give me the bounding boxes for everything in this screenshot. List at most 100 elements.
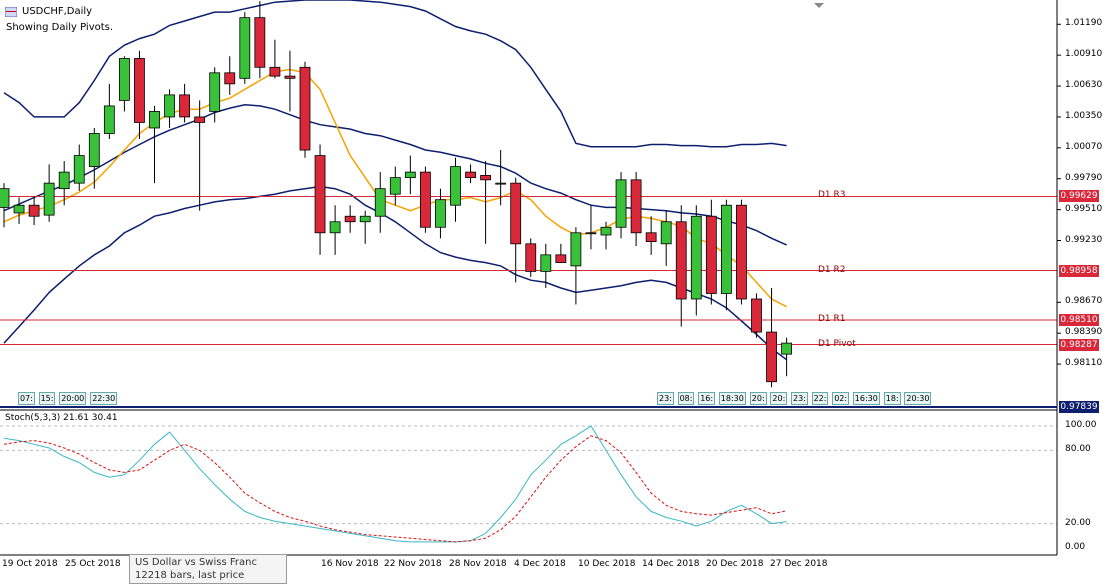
candle (675, 205, 687, 327)
candle (585, 205, 597, 250)
pivot-price-tag: 0.98287 (1059, 338, 1099, 351)
candle-body (13, 204, 25, 214)
date-axis-label: 16 Nov 2018 (321, 559, 379, 569)
candle (43, 164, 55, 222)
candle-body (0, 188, 10, 208)
price-axis-label: 1.00350 (1065, 110, 1103, 121)
candle-body (690, 215, 702, 300)
date-axis-label: 19 Oct 2018 (2, 559, 58, 569)
candle-body (645, 232, 657, 243)
candle (540, 243, 552, 288)
candle-body (359, 215, 371, 223)
session-time-label: 16:30 (852, 392, 880, 405)
candle-body (600, 226, 612, 236)
price-axis-label: 0.99790 (1065, 172, 1103, 183)
candle (119, 56, 130, 112)
chart-subtitle: Showing Daily Pivots. (6, 22, 114, 33)
price-axis-label: 1.00630 (1065, 80, 1103, 91)
candle (630, 172, 642, 247)
candle-body (224, 72, 236, 85)
session-time-label: 20:00 (59, 392, 87, 405)
price-axis-label: 1.00070 (1065, 141, 1103, 152)
shift-marker-icon (814, 3, 824, 8)
date-axis-label: 10 Dec 2018 (578, 559, 636, 569)
candle (465, 164, 476, 184)
candle (73, 144, 85, 191)
candle (209, 67, 221, 123)
candle-body (58, 171, 70, 190)
candle-body (239, 17, 251, 79)
candle (435, 188, 446, 239)
candle (570, 227, 582, 305)
candle (179, 83, 191, 123)
candle (239, 12, 251, 84)
candle-body (660, 221, 672, 245)
candle (164, 89, 175, 128)
candle-body (119, 58, 130, 101)
candle (404, 155, 416, 195)
candle-body (766, 331, 777, 383)
candle-body (435, 199, 446, 228)
price-axis-label: 0.99510 (1065, 203, 1103, 214)
price-axis-label: 0.98110 (1065, 358, 1103, 369)
candle (194, 100, 206, 211)
candle-body (344, 215, 356, 223)
candle (450, 157, 461, 222)
session-time-label: 20: (749, 392, 767, 405)
candle-body (179, 94, 191, 118)
candle-body (43, 182, 55, 216)
candle-body (585, 232, 597, 235)
candle (329, 205, 341, 255)
tooltip-line-2: 12218 bars, last price 0.98251 (135, 570, 245, 581)
date-axis-label: 22 Nov 2018 (384, 559, 442, 569)
candle-body (194, 116, 206, 123)
candle (525, 238, 537, 277)
candle (284, 50, 296, 112)
candle (269, 39, 281, 79)
date-axis-label: 27 Dec 2018 (770, 559, 828, 569)
candle-body (555, 254, 567, 263)
candle-body (675, 221, 687, 300)
stoch-axis-label: 20.00 (1065, 517, 1091, 528)
candle-body (88, 133, 100, 167)
candle-body (630, 179, 642, 234)
candle-body (164, 94, 175, 118)
candle (480, 161, 492, 244)
candle-body (570, 232, 582, 267)
candle-body (269, 66, 281, 77)
pivot-name-label: D1 R1 (818, 313, 846, 324)
candle-body (284, 75, 296, 79)
candle-body (450, 166, 461, 206)
candle-body (751, 298, 762, 333)
session-time-label: 08: (677, 392, 695, 405)
candle (0, 183, 10, 228)
candle-body (721, 204, 732, 294)
candle (28, 196, 40, 226)
session-time-label: 02: (832, 392, 850, 405)
candle-body (73, 155, 85, 184)
candle (495, 150, 507, 206)
stoch-indicator-label: Stoch(5,3,3) 21.61 30.41 (5, 413, 118, 423)
candle-body (389, 177, 401, 195)
session-time-label: 22:30 (90, 392, 118, 405)
current-price-tag: 0.97839 (1059, 401, 1099, 413)
candle (555, 243, 567, 263)
candle (766, 287, 777, 388)
price-axis-label: 0.98670 (1065, 296, 1103, 307)
date-axis-label: 14 Dec 2018 (642, 559, 700, 569)
candle (721, 199, 732, 311)
candle (510, 177, 522, 283)
candle (645, 216, 657, 255)
candle (419, 166, 431, 233)
candle-body (495, 182, 507, 185)
candle-body (374, 188, 386, 217)
candle (600, 221, 612, 250)
candle (751, 293, 762, 338)
candle-body (705, 215, 717, 294)
candle-body (254, 17, 266, 68)
session-time-label: 20:30 (904, 392, 932, 405)
session-time-label: 20: (770, 392, 788, 405)
session-time-label: 23: (657, 392, 674, 405)
candle (705, 199, 717, 305)
